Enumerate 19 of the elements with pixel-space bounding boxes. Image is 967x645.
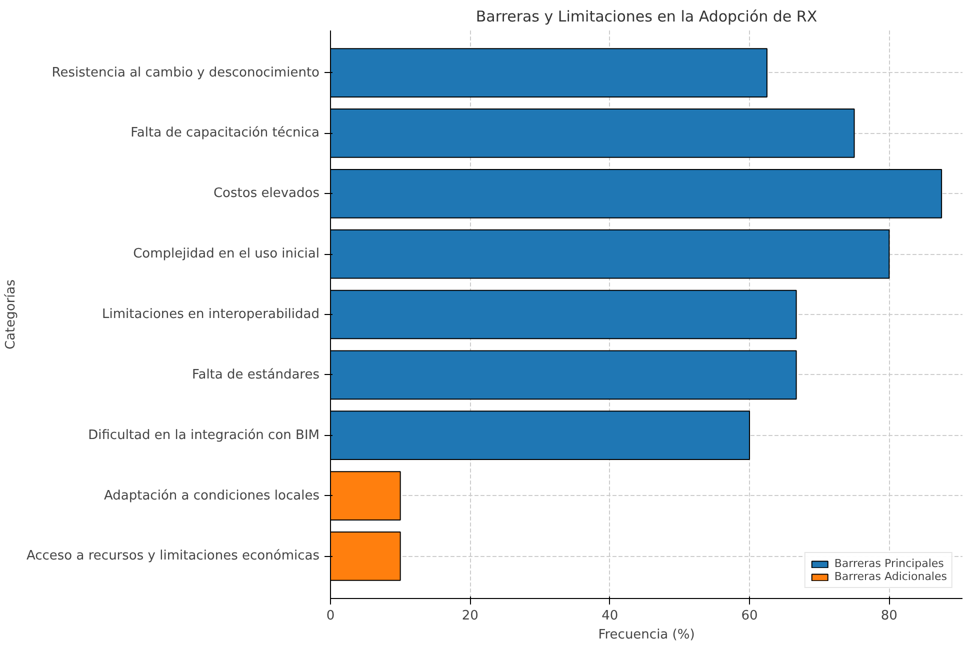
- y-tick-label: Adaptación a condiciones locales: [104, 488, 320, 504]
- x-tick-label: 80: [880, 608, 898, 624]
- x-axis-title: Frecuencia (%): [598, 628, 695, 642]
- y-axis-title: Categorías: [3, 279, 18, 350]
- x-tick-label: 40: [602, 608, 618, 624]
- legend-label: Barreras Principales: [834, 557, 944, 570]
- y-tick-label: Dificultad en la integración con BIM: [88, 428, 320, 443]
- y-tick-label: Costos elevados: [213, 186, 320, 202]
- y-tick-label: Complejidad en el uso inicial: [133, 246, 320, 262]
- y-tick-label: Acceso a recursos y limitaciones económicas: [26, 548, 320, 564]
- y-tick-label: Falta de capacitación técnica: [130, 126, 320, 141]
- x-tick-label: 20: [462, 608, 478, 624]
- legend-label: Barreras Adicionales: [834, 570, 947, 583]
- y-tick-label: Resistencia al cambio y desconocimiento: [52, 65, 320, 80]
- y-tick-label: Limitaciones en interoperabilidad: [102, 307, 320, 322]
- y-tick-label: Falta de estándares: [192, 367, 320, 382]
- x-tick-label: 60: [741, 608, 758, 624]
- chart-title: Barreras y Limitaciones en la Adopción de RX: [476, 8, 818, 26]
- x-tick-label: 0: [326, 608, 335, 624]
